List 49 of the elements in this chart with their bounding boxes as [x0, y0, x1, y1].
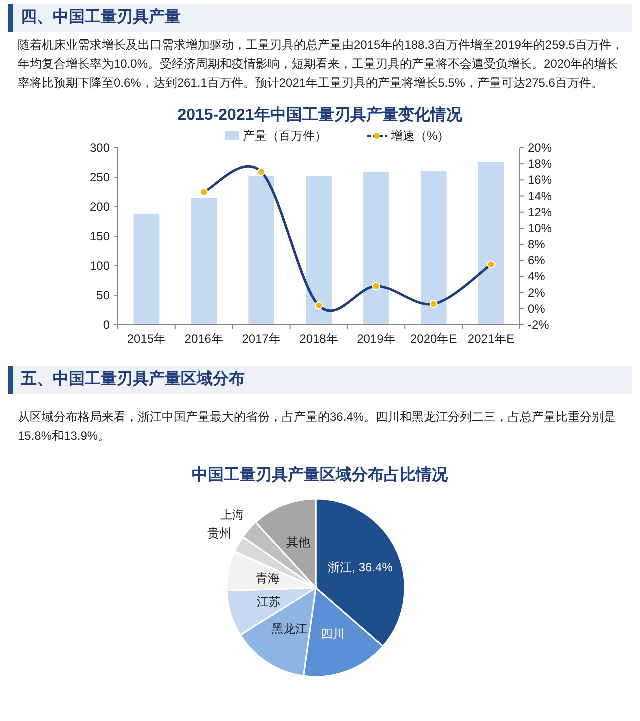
slice-label: 四川: [321, 626, 346, 641]
y2-tick-label: 20%: [528, 141, 552, 155]
text: 随着机床业需求增长及出口需求增加驱动，工量刃具的总产量由2015年的188.3百万件增至2019年的259.5百万件，年均复合增长率为10.0%。受经济周期和疫情影响，短期看来，工量刃具的产量将不会遭受负增长。2020年的增长率将比预期下降至0.6%，达到261.1百万件。预计2021年工量刃具的产量将增长5.5%，产量可达275.6百万件。: [18, 37, 624, 92]
y-tick-label: 250: [90, 170, 110, 184]
x-tick-label: 2016年: [184, 332, 224, 346]
bar: [306, 176, 332, 325]
y-tick-label: 150: [90, 230, 110, 244]
text: 五、中国工量刃具产量区域分布: [8, 366, 632, 394]
y-tick-label: 200: [90, 200, 110, 214]
x-tick-label: 2018年: [300, 332, 338, 346]
y-tick-label: 0: [103, 318, 110, 332]
bar: [364, 172, 390, 325]
legend-label: 增速（%）: [390, 129, 450, 143]
text: 从区域分布格局来看，浙江中国产量最大的省份，占产量的36.4%。四川和黑龙江分列二三，占总产量比重分别是15.8%和13.9%。: [18, 409, 618, 445]
y2-tick-label: 14%: [528, 189, 552, 204]
y-tick-label: 300: [90, 141, 110, 155]
slice-label: 江苏: [257, 595, 282, 610]
bar: [134, 214, 160, 325]
y2-tick-label: 12%: [528, 205, 552, 220]
y2-tick-label: 6%: [528, 254, 546, 268]
x-tick-label: 2020年E: [410, 332, 458, 346]
slice-label: 贵州: [207, 526, 232, 540]
y-tick-label: 50: [96, 288, 110, 302]
slice-label: 黑龙江: [271, 622, 308, 636]
x-tick-label: 2019年: [357, 332, 396, 346]
y2-tick-label: 8%: [528, 238, 546, 252]
slice-label: 青海: [256, 572, 280, 586]
x-tick-label: 2015年: [127, 332, 166, 346]
y2-tick-label: 4%: [528, 270, 546, 284]
chart-title: 中国工量刃具产量区域分布占比情况: [192, 466, 449, 484]
slice-label: 浙江, 36.4%: [328, 560, 394, 575]
bar: [420, 170, 447, 325]
x-tick-label: 2021年E: [468, 332, 515, 346]
y-tick-label: 100: [90, 259, 110, 273]
y2-tick-label: 16%: [528, 173, 552, 188]
y2-tick-label: 0%: [528, 302, 546, 316]
chart-title: 2015-2021年中国工量刃具产量变化情况: [178, 106, 464, 124]
bar: [478, 162, 504, 325]
bar: [248, 176, 274, 325]
slice-label: 其他: [286, 535, 310, 550]
slice-label: 上海: [220, 508, 245, 522]
y2-tick-label: 18%: [528, 157, 552, 172]
text: 四、中国工量刃具产量: [8, 4, 632, 32]
legend-label: 产量（百万件）: [243, 129, 327, 143]
y2-tick-label: -2%: [528, 318, 550, 332]
y2-tick-label: 2%: [528, 286, 546, 300]
y2-tick-label: 10%: [528, 221, 552, 236]
bar: [191, 198, 218, 325]
x-tick-label: 2017年: [242, 332, 281, 346]
